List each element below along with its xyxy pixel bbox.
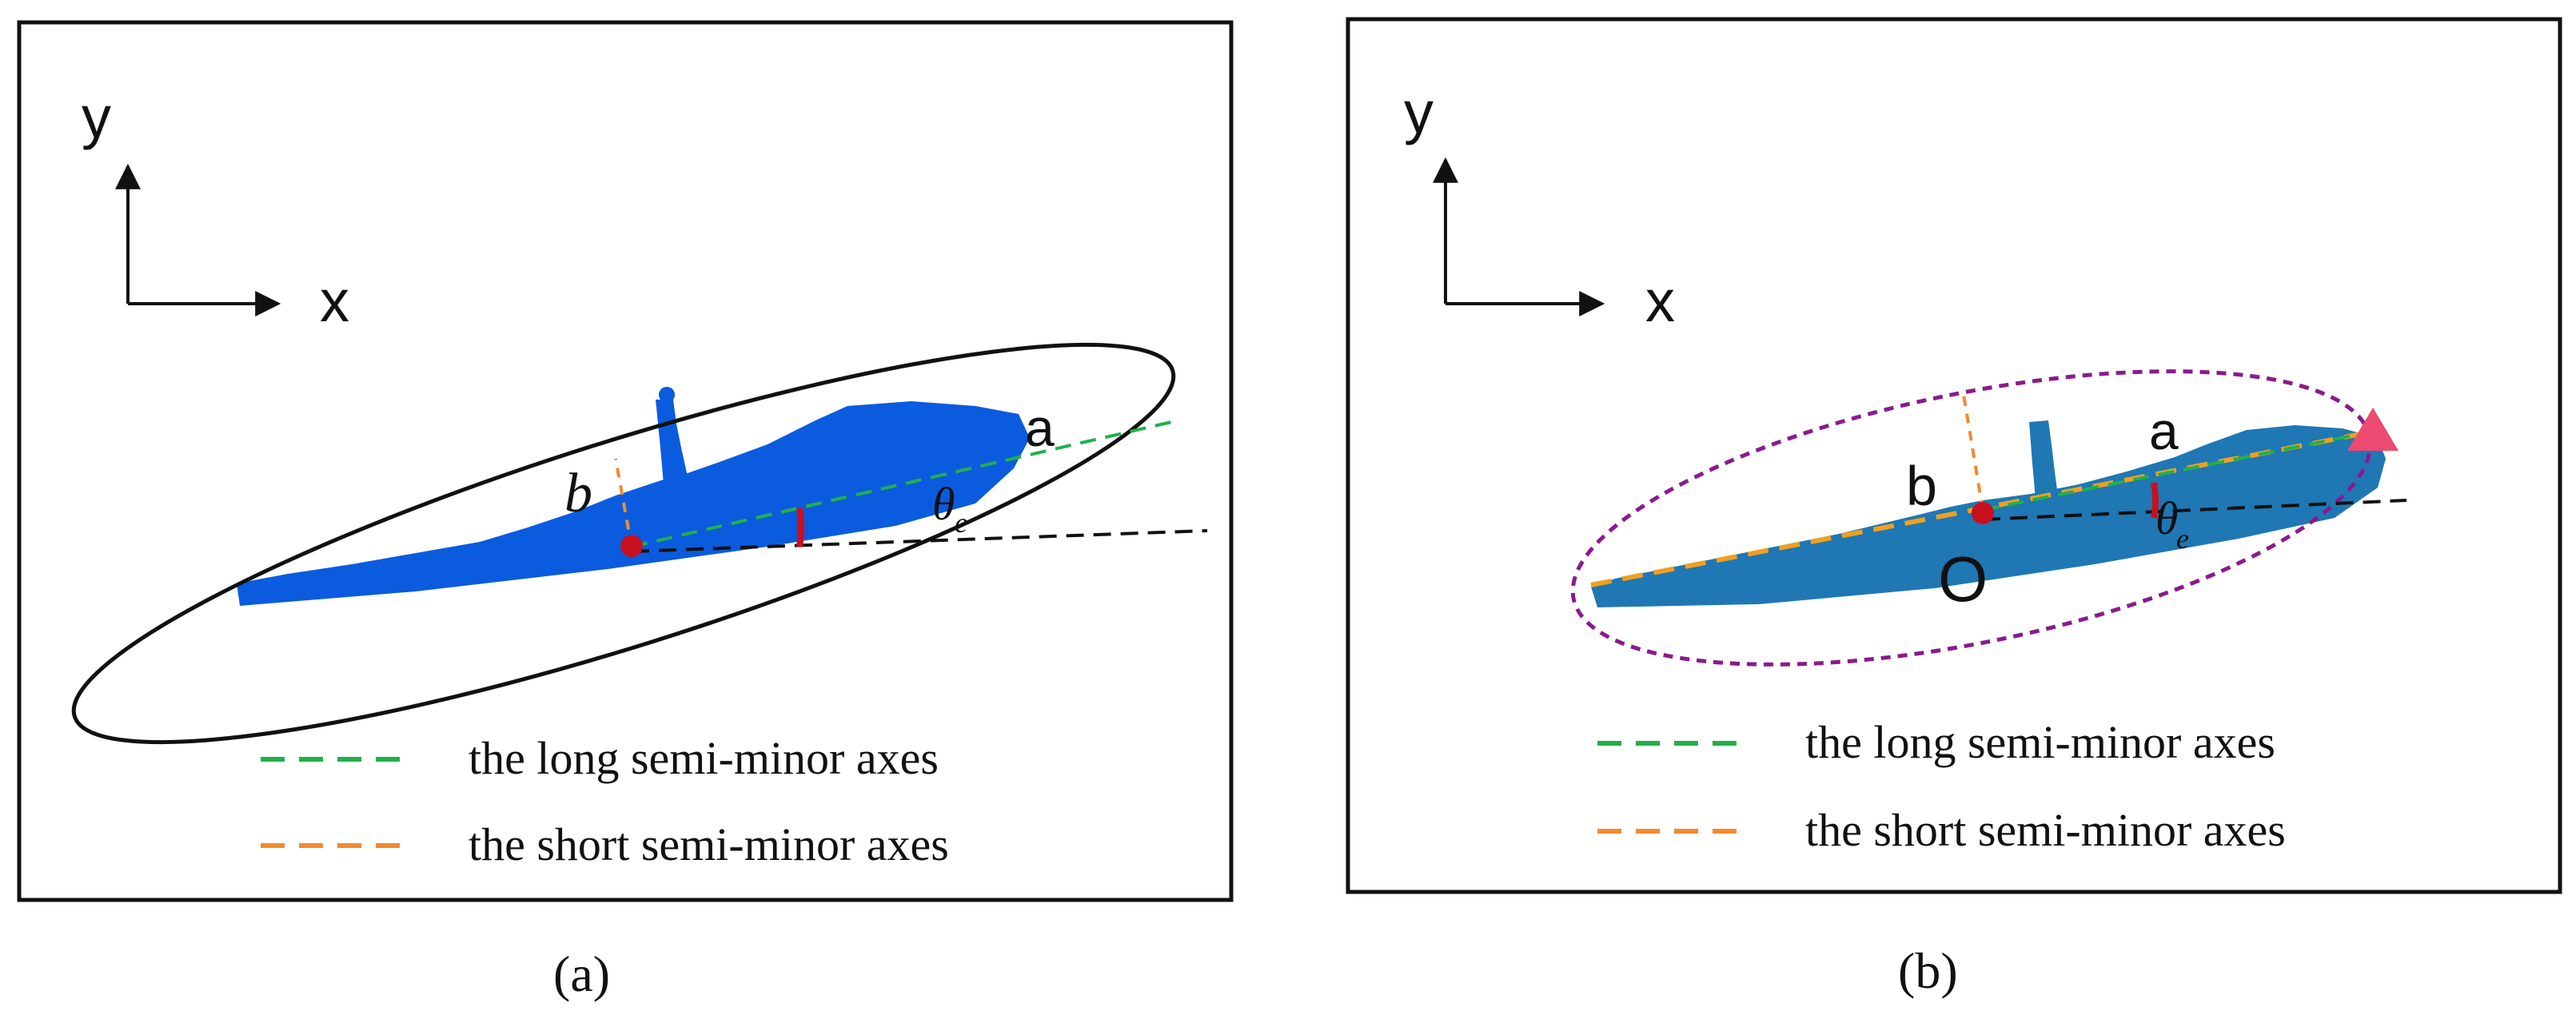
y-axis-label: y — [82, 84, 111, 150]
cloud-fin — [656, 400, 688, 484]
panel-a-fitted-ellipse — [71, 342, 1176, 745]
panel-b-axes: y x — [1404, 79, 1675, 334]
panel-a-axes: y x — [82, 84, 349, 334]
legend-short-text: the short semi-minor axes — [469, 818, 949, 870]
panel-b-caption: (b) — [1898, 942, 1958, 999]
legend-short-text: the short semi-minor axes — [1805, 804, 2286, 856]
long-axis-label-a: a — [2149, 401, 2179, 460]
panel-a-point-cloud — [237, 387, 1030, 606]
panel-b-legend: the long semi-minor axes the short semi-… — [1597, 716, 2286, 856]
cloud-speck — [659, 387, 675, 403]
panel-a-caption: (a) — [553, 945, 610, 1002]
short-axis-label-b: b — [564, 463, 592, 524]
short-axis-label-b: b — [1906, 455, 1937, 517]
endpoint-triangle-marker — [2347, 408, 2399, 451]
ellipse-center-dot — [620, 535, 643, 557]
angle-arc — [2151, 482, 2159, 519]
angle-arc — [796, 508, 804, 547]
x-axis-label: x — [1645, 268, 1675, 334]
panel-b: y x a b θ e O the long semi-minor ax — [1346, 17, 2562, 999]
legend-long-text: the long semi-minor axes — [469, 732, 939, 784]
ellipse-center-dot — [1972, 502, 1994, 524]
cloud-fin — [2029, 420, 2058, 499]
angle-label-theta: θ — [932, 478, 955, 530]
short-semi-axis-line — [614, 458, 633, 547]
short-semi-axis-line — [1962, 394, 1984, 511]
long-semi-axis-line — [1982, 430, 2374, 512]
panel-a: y x a b θ e the long semi-minor axes — [17, 20, 1234, 1002]
y-axis-label: y — [1404, 79, 1434, 145]
angle-label-subscript: e — [955, 507, 967, 539]
x-axis-label: x — [320, 268, 349, 334]
angle-label-subscript: e — [2176, 523, 2189, 555]
horizontal-reference-line — [631, 529, 1208, 553]
long-axis-label-a: a — [1025, 398, 1055, 457]
long-semi-axis-line — [631, 419, 1179, 548]
origin-label-O: O — [1938, 543, 1988, 615]
panel-a-legend: the long semi-minor axes the short semi-… — [261, 732, 949, 870]
horizontal-reference-line — [1982, 499, 2407, 521]
angle-label-theta: θ — [2155, 492, 2179, 544]
cloud-body — [237, 401, 1030, 606]
legend-long-text: the long semi-minor axes — [1805, 716, 2275, 768]
panel-a-frame — [17, 20, 1234, 902]
